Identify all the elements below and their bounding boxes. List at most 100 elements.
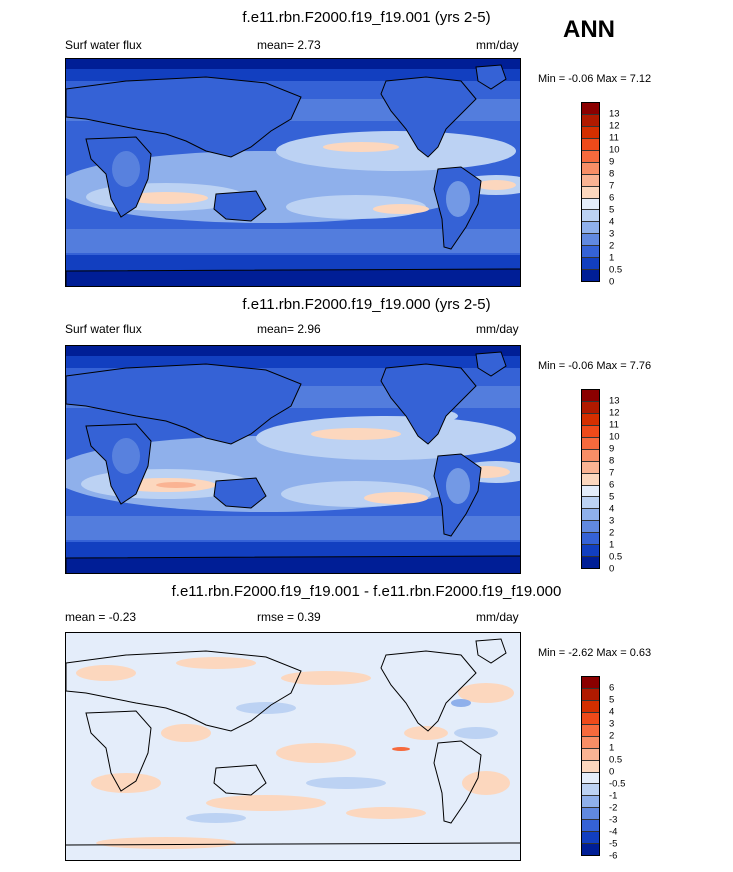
- colorbar-swatch: [582, 712, 599, 725]
- colorbar-tick-label: 5: [609, 491, 615, 503]
- colorbar-tick-label: 2: [609, 240, 615, 252]
- colorbar-tick-label: 6: [609, 192, 615, 204]
- colorbar-swatch: [582, 413, 599, 426]
- colorbar-tick-label: 10: [609, 431, 620, 443]
- colorbar-tick-label: 11: [609, 132, 619, 144]
- colorbar-tick-label: 4: [609, 706, 615, 718]
- colorbar-swatch: [582, 174, 599, 187]
- colorbar-tick-label: 3: [609, 718, 615, 730]
- colorbar-swatch: [582, 270, 599, 282]
- colorbar-swatch: [582, 222, 599, 235]
- colorbar-tick-label: 3: [609, 515, 615, 527]
- colorbar-tick-label: 0.5: [609, 754, 623, 766]
- panel-3-rmse-label: rmse = 0.39: [257, 610, 321, 624]
- colorbar-tick-label: 1: [609, 539, 615, 551]
- colorbar-swatch: [582, 820, 599, 833]
- colorbar-swatch: [582, 724, 599, 737]
- colorbar-tick-label: 3: [609, 228, 615, 240]
- colorbar-swatch: [582, 509, 599, 522]
- panel-3-mean-label: mean = -0.23: [65, 610, 137, 624]
- colorbar-tick-label: -4: [609, 826, 618, 838]
- panel-2-map: [65, 345, 521, 574]
- panel-2-title: f.e11.rbn.F2000.f19_f19.000 (yrs 2-5): [242, 296, 491, 313]
- panel-1-units-label: mm/day: [476, 38, 519, 52]
- panel-3-units-label: mm/day: [476, 610, 519, 624]
- panel-3-map: [65, 632, 521, 861]
- panel-3-colorbar: [581, 676, 600, 856]
- panel-2-variable-label: Surf water flux: [65, 322, 142, 336]
- colorbar-swatch: [582, 808, 599, 821]
- colorbar-swatch: [582, 772, 599, 785]
- colorbar-swatch: [582, 497, 599, 510]
- colorbar-swatch: [582, 198, 599, 211]
- panel-1-mean-label: mean= 2.73: [257, 38, 321, 52]
- colorbar-swatch: [582, 700, 599, 713]
- panel-2-mean-label: mean= 2.96: [257, 322, 321, 336]
- colorbar-tick-label: 0: [609, 766, 615, 778]
- colorbar-swatch: [582, 258, 599, 271]
- colorbar-tick-label: -6: [609, 850, 618, 862]
- colorbar-tick-label: 0: [609, 563, 615, 575]
- colorbar-swatch: [582, 234, 599, 247]
- colorbar-swatch: [582, 186, 599, 199]
- panel-2-minmax-label: Min = -0.06 Max = 7.76: [538, 360, 652, 372]
- colorbar-tick-label: -0.5: [609, 778, 626, 790]
- panel-2-units-label: mm/day: [476, 322, 519, 336]
- colorbar-tick-label: 12: [609, 407, 620, 419]
- colorbar-tick-label: 13: [609, 395, 620, 407]
- colorbar-swatch: [582, 545, 599, 558]
- panel-3-minmax-label: Min = -2.62 Max = 0.63: [538, 647, 652, 659]
- colorbar-swatch: [582, 533, 599, 546]
- colorbar-swatch: [582, 103, 599, 115]
- colorbar-swatch: [582, 485, 599, 498]
- panel-1-variable-label: Surf water flux: [65, 38, 142, 52]
- colorbar-tick-label: 9: [609, 443, 615, 455]
- colorbar-tick-label: 6: [609, 682, 615, 694]
- panel-3-map-svg: [66, 633, 520, 860]
- colorbar-swatch: [582, 461, 599, 474]
- colorbar-tick-label: -3: [609, 814, 618, 826]
- colorbar-swatch: [582, 449, 599, 462]
- colorbar-swatch: [582, 748, 599, 761]
- colorbar-swatch: [582, 126, 599, 139]
- colorbar-tick-label: 10: [609, 144, 620, 156]
- colorbar-tick-label: 13: [609, 108, 620, 120]
- panel-3-title: f.e11.rbn.F2000.f19_f19.001 - f.e11.rbn.…: [171, 583, 562, 600]
- colorbar-tick-label: 7: [609, 180, 615, 192]
- colorbar-tick-label: 5: [609, 694, 615, 706]
- colorbar-swatch: [582, 437, 599, 450]
- panel-1-map-svg: [66, 59, 520, 286]
- colorbar-tick-label: 4: [609, 503, 615, 515]
- colorbar-swatch: [582, 688, 599, 701]
- colorbar-tick-label: 8: [609, 168, 615, 180]
- colorbar-tick-label: 2: [609, 527, 615, 539]
- colorbar-swatch: [582, 473, 599, 486]
- colorbar-swatch: [582, 521, 599, 534]
- colorbar-tick-label: 0: [609, 276, 615, 288]
- panel-2-colorbar: [581, 389, 600, 569]
- colorbar-tick-label: 6: [609, 479, 615, 491]
- colorbar-swatch: [582, 401, 599, 414]
- colorbar-tick-label: 12: [609, 120, 620, 132]
- colorbar-swatch: [582, 138, 599, 151]
- colorbar-swatch: [582, 832, 599, 845]
- panel-1-title: f.e11.rbn.F2000.f19_f19.001 (yrs 2-5): [242, 9, 491, 26]
- colorbar-swatch: [582, 784, 599, 797]
- colorbar-swatch: [582, 210, 599, 223]
- colorbar-tick-label: 4: [609, 216, 615, 228]
- colorbar-swatch: [582, 796, 599, 809]
- colorbar-swatch: [582, 557, 599, 569]
- colorbar-tick-label: 2: [609, 730, 615, 742]
- panel-1-map: [65, 58, 521, 287]
- colorbar-swatch: [582, 390, 599, 402]
- colorbar-tick-label: 9: [609, 156, 615, 168]
- panel-1-minmax-label: Min = -0.06 Max = 7.12: [538, 73, 652, 85]
- colorbar-swatch: [582, 150, 599, 163]
- colorbar-tick-label: 1: [609, 252, 615, 264]
- colorbar-tick-label: 1: [609, 742, 615, 754]
- colorbar-tick-label: 5: [609, 204, 615, 216]
- colorbar-tick-label: 0.5: [609, 551, 623, 563]
- colorbar-tick-label: 0.5: [609, 264, 623, 276]
- colorbar-swatch: [582, 246, 599, 259]
- panel-1-colorbar: [581, 102, 600, 282]
